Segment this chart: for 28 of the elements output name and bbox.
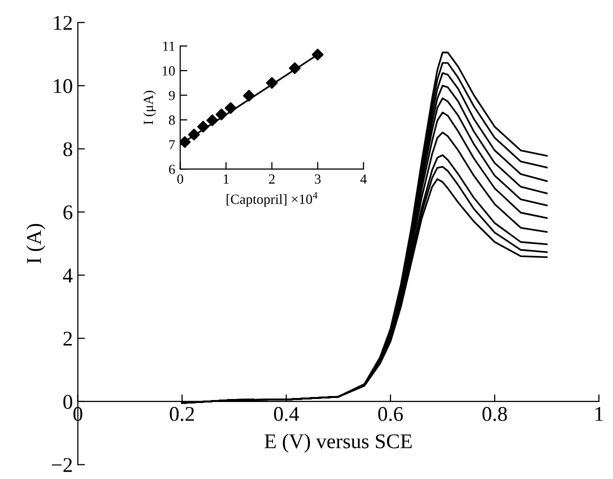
y-tick-label: 10 [162, 66, 175, 76]
y-tick-label: −2 [52, 458, 72, 472]
y-tick-label: 7 [169, 140, 175, 150]
y-tick-label: 11 [163, 42, 175, 51]
y-tick-label: 0 [63, 394, 72, 409]
y-tick-label: 4 [62, 268, 73, 282]
x-axis-title: [Captopril] ×10$^{4}$ [226, 192, 318, 207]
x-tick-label: 2 [269, 174, 275, 184]
x-tick-label: 0.2 [170, 406, 194, 422]
y-tick-label: 10 [54, 79, 72, 94]
y-tick-label: 12 [54, 16, 72, 30]
x-tick-label: 0 [177, 174, 184, 184]
x-tick-label: 1 [596, 407, 603, 421]
y-tick-label: 6 [169, 164, 175, 174]
y-tick-label: 2 [63, 332, 72, 346]
y-axis-title: I (A) [26, 224, 46, 264]
x-tick-label: 1 [224, 174, 229, 184]
x-tick-label: 0.8 [482, 406, 507, 422]
x-tick-label: 0.4 [274, 406, 299, 422]
x-tick-label: 0.6 [378, 406, 403, 422]
x-tick-label: 3 [314, 174, 321, 184]
y-axis-title: I (μA) [143, 90, 156, 124]
y-tick-label: 6 [63, 205, 72, 220]
x-tick-label: 4 [360, 174, 367, 184]
x-axis-title: E (V) versus SCE [264, 434, 412, 453]
y-tick-label: 9 [168, 90, 175, 100]
y-tick-label: 8 [63, 142, 72, 156]
y-tick-label: 8 [168, 115, 175, 125]
